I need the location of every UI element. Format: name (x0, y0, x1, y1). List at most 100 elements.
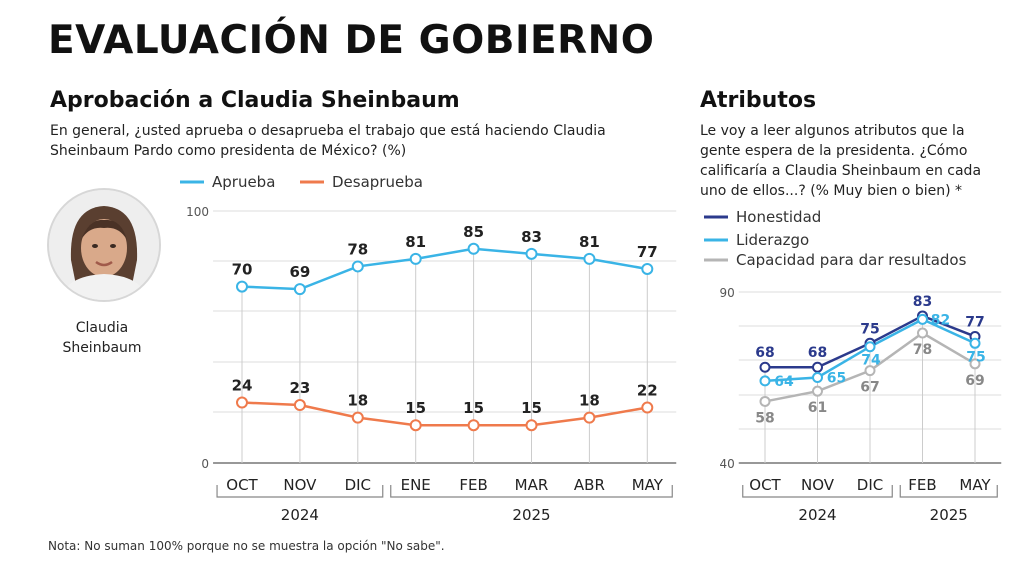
x-tick-label: FEB (459, 476, 487, 494)
year-bracket (390, 485, 673, 498)
data-point (812, 372, 823, 383)
x-tick-label: NOV (801, 476, 835, 494)
legend-label: Capacidad para dar resultados (736, 251, 967, 269)
year-label: 2024 (798, 506, 836, 524)
year-bracket (216, 485, 384, 498)
data-label: 82 (931, 312, 950, 328)
data-label: 68 (808, 345, 827, 361)
series-line (241, 401, 648, 427)
data-point (583, 252, 596, 265)
data-label: 15 (521, 399, 542, 417)
approval-chart: 0 100 70 69 78 81 85 83 81 77 24 23 18 15 15 15 18 22 OCT N… (180, 173, 677, 524)
x-tick-label: ENE (401, 476, 431, 494)
x-tick-label: DIC (857, 476, 883, 494)
attributes-chart: 40 90 68 68 75 83 77 64 65 74 82 75 58 61 67 78 69 OCT NOV… (704, 208, 1002, 524)
year-label: 2024 (281, 506, 319, 524)
data-label: 81 (405, 233, 426, 251)
data-point (864, 365, 876, 377)
data-point (467, 419, 480, 432)
data-point (236, 280, 248, 293)
data-label: 78 (913, 342, 932, 358)
x-tick-label: MAY (959, 476, 991, 494)
data-label: 61 (808, 400, 827, 416)
data-label: 74 (861, 353, 881, 369)
year-label: 2025 (512, 506, 550, 524)
y-tick-label: 100 (186, 205, 209, 219)
data-point (525, 419, 538, 432)
attributes-question: Le voy a leer algunos atributos que la g… (700, 123, 982, 199)
legend-label: Aprueba (212, 173, 275, 191)
data-point (969, 337, 981, 349)
legend-label: Honestidad (736, 208, 821, 226)
data-point (864, 341, 876, 353)
data-label: 77 (965, 314, 984, 330)
x-tick-label: MAR (515, 476, 549, 494)
person-name: Claudia Sheinbaum (62, 320, 142, 356)
data-label: 18 (347, 392, 368, 410)
data-point (409, 419, 422, 432)
avatar (47, 188, 161, 302)
data-label: 22 (637, 382, 658, 400)
year-bracket (899, 485, 998, 498)
data-point (351, 260, 364, 273)
data-point (917, 327, 928, 339)
data-point (759, 375, 771, 387)
x-tick-label: OCT (749, 476, 781, 494)
data-label: 24 (232, 377, 253, 395)
data-point (641, 401, 654, 414)
data-point (759, 395, 771, 407)
data-point (641, 262, 654, 275)
x-tick-label: DIC (345, 476, 371, 494)
data-label: 18 (579, 392, 600, 410)
legend-label: Liderazgo (736, 231, 809, 249)
data-label: 78 (347, 240, 368, 258)
data-label: 81 (579, 233, 600, 251)
data-label: 15 (405, 399, 426, 417)
main-title: EVALUACIÓN DE GOBIERNO (48, 18, 655, 63)
year-bracket (742, 485, 893, 498)
approval-question: En general, ¿usted aprueba o desaprueba … (50, 123, 606, 159)
data-label: 23 (289, 379, 310, 397)
data-point (812, 385, 823, 397)
data-label: 69 (965, 373, 984, 389)
data-label: 64 (774, 374, 794, 390)
data-point (467, 242, 480, 255)
data-point (351, 411, 364, 424)
data-point (293, 283, 306, 296)
x-tick-label: NOV (283, 476, 317, 494)
data-label: 77 (637, 243, 658, 261)
year-label: 2025 (930, 506, 968, 524)
data-point (293, 399, 306, 412)
data-label: 83 (913, 294, 932, 310)
data-label: 85 (463, 223, 484, 241)
x-tick-label: ABR (574, 476, 605, 494)
y-tick-label: 90 (719, 286, 734, 300)
data-label: 83 (521, 228, 542, 246)
data-point (583, 411, 596, 424)
data-point (969, 358, 981, 370)
data-label: 15 (463, 399, 484, 417)
data-point (409, 252, 422, 265)
data-label: 58 (755, 410, 774, 426)
x-tick-label: OCT (226, 476, 258, 494)
y-tick-label: 40 (719, 457, 734, 471)
data-label: 75 (966, 349, 985, 365)
y-tick-label: 0 (201, 457, 209, 471)
footnote: Nota: No suman 100% porque no se muestra… (48, 539, 445, 553)
data-point (236, 396, 248, 409)
data-label: 67 (860, 380, 879, 396)
legend-label: Desaprueba (332, 173, 423, 191)
data-point (812, 361, 823, 373)
approval-chart-title: Aprobación a Claudia Sheinbaum (50, 88, 460, 113)
attributes-chart-title: Atributos (700, 88, 817, 113)
data-point (525, 247, 538, 260)
data-point (759, 361, 771, 373)
data-label: 75 (860, 321, 879, 337)
series-line (241, 247, 648, 291)
data-point (917, 313, 928, 325)
x-tick-label: MAY (632, 476, 664, 494)
data-label: 68 (755, 345, 774, 361)
portrait-image (49, 190, 159, 300)
data-label: 70 (232, 261, 253, 279)
data-label: 65 (827, 371, 846, 387)
